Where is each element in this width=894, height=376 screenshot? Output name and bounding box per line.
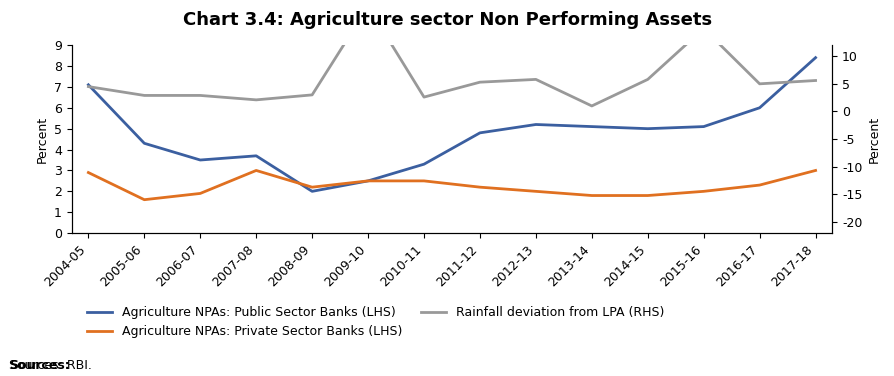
Rainfall deviation from LPA (RHS)	[362, 4, 373, 9]
Rainfall deviation from LPA (RHS)	[139, 93, 149, 98]
Agriculture NPAs: Private Sector Banks (LHS): (5, 2.5): Private Sector Banks (LHS): (5, 2.5)	[362, 179, 373, 183]
Agriculture NPAs: Public Sector Banks (LHS): (12, 6): Public Sector Banks (LHS): (12, 6)	[754, 106, 764, 110]
Agriculture NPAs: Private Sector Banks (LHS): (2, 1.9): Private Sector Banks (LHS): (2, 1.9)	[195, 191, 206, 196]
Y-axis label: Percent: Percent	[35, 115, 48, 163]
Text: Sources:: Sources:	[9, 359, 70, 372]
Rainfall deviation from LPA (RHS)	[754, 82, 764, 86]
Text: Sources: RBI.: Sources: RBI.	[9, 359, 92, 372]
Agriculture NPAs: Private Sector Banks (LHS): (11, 2): Private Sector Banks (LHS): (11, 2)	[697, 189, 708, 194]
Agriculture NPAs: Public Sector Banks (LHS): (5, 2.5): Public Sector Banks (LHS): (5, 2.5)	[362, 179, 373, 183]
Rainfall deviation from LPA (RHS)	[307, 92, 317, 97]
Rainfall deviation from LPA (RHS)	[530, 77, 541, 82]
Y-axis label: Percent: Percent	[867, 115, 880, 163]
Agriculture NPAs: Public Sector Banks (LHS): (2, 3.5): Public Sector Banks (LHS): (2, 3.5)	[195, 158, 206, 162]
Agriculture NPAs: Public Sector Banks (LHS): (4, 2): Public Sector Banks (LHS): (4, 2)	[307, 189, 317, 194]
Rainfall deviation from LPA (RHS)	[83, 84, 94, 89]
Rainfall deviation from LPA (RHS)	[642, 77, 653, 82]
Agriculture NPAs: Private Sector Banks (LHS): (8, 2): Private Sector Banks (LHS): (8, 2)	[530, 189, 541, 194]
Rainfall deviation from LPA (RHS)	[418, 95, 429, 99]
Agriculture NPAs: Private Sector Banks (LHS): (12, 2.3): Private Sector Banks (LHS): (12, 2.3)	[754, 183, 764, 187]
Agriculture NPAs: Public Sector Banks (LHS): (8, 5.2): Public Sector Banks (LHS): (8, 5.2)	[530, 122, 541, 127]
Agriculture NPAs: Private Sector Banks (LHS): (1, 1.6): Private Sector Banks (LHS): (1, 1.6)	[139, 197, 149, 202]
Rainfall deviation from LPA (RHS)	[809, 78, 820, 83]
Agriculture NPAs: Private Sector Banks (LHS): (7, 2.2): Private Sector Banks (LHS): (7, 2.2)	[474, 185, 485, 190]
Agriculture NPAs: Public Sector Banks (LHS): (13, 8.4): Public Sector Banks (LHS): (13, 8.4)	[809, 55, 820, 60]
Legend: Agriculture NPAs: Public Sector Banks (LHS), Agriculture NPAs: Private Sector Ba: Agriculture NPAs: Public Sector Banks (L…	[82, 301, 669, 343]
Agriculture NPAs: Private Sector Banks (LHS): (9, 1.8): Private Sector Banks (LHS): (9, 1.8)	[586, 193, 596, 198]
Agriculture NPAs: Public Sector Banks (LHS): (6, 3.3): Public Sector Banks (LHS): (6, 3.3)	[418, 162, 429, 167]
Line: Agriculture NPAs: Private Sector Banks (LHS): Agriculture NPAs: Private Sector Banks (…	[89, 170, 814, 200]
Agriculture NPAs: Private Sector Banks (LHS): (13, 3): Private Sector Banks (LHS): (13, 3)	[809, 168, 820, 173]
Line: Agriculture NPAs: Public Sector Banks (LHS): Agriculture NPAs: Public Sector Banks (L…	[89, 58, 814, 191]
Agriculture NPAs: Public Sector Banks (LHS): (3, 3.7): Public Sector Banks (LHS): (3, 3.7)	[250, 153, 261, 158]
Agriculture NPAs: Public Sector Banks (LHS): (11, 5.1): Public Sector Banks (LHS): (11, 5.1)	[697, 124, 708, 129]
Agriculture NPAs: Public Sector Banks (LHS): (9, 5.1): Public Sector Banks (LHS): (9, 5.1)	[586, 124, 596, 129]
Rainfall deviation from LPA (RHS)	[474, 80, 485, 85]
Rainfall deviation from LPA (RHS)	[250, 98, 261, 102]
Rainfall deviation from LPA (RHS)	[195, 93, 206, 98]
Agriculture NPAs: Public Sector Banks (LHS): (1, 4.3): Public Sector Banks (LHS): (1, 4.3)	[139, 141, 149, 146]
Agriculture NPAs: Private Sector Banks (LHS): (10, 1.8): Private Sector Banks (LHS): (10, 1.8)	[642, 193, 653, 198]
Agriculture NPAs: Public Sector Banks (LHS): (0, 7.1): Public Sector Banks (LHS): (0, 7.1)	[83, 83, 94, 87]
Text: Chart 3.4: Agriculture sector Non Performing Assets: Chart 3.4: Agriculture sector Non Perfor…	[182, 11, 712, 29]
Agriculture NPAs: Public Sector Banks (LHS): (7, 4.8): Public Sector Banks (LHS): (7, 4.8)	[474, 130, 485, 135]
Agriculture NPAs: Public Sector Banks (LHS): (10, 5): Public Sector Banks (LHS): (10, 5)	[642, 126, 653, 131]
Line: Rainfall deviation from LPA (RHS): Rainfall deviation from LPA (RHS)	[89, 6, 814, 106]
Rainfall deviation from LPA (RHS)	[697, 26, 708, 31]
Rainfall deviation from LPA (RHS)	[586, 104, 596, 108]
Agriculture NPAs: Private Sector Banks (LHS): (6, 2.5): Private Sector Banks (LHS): (6, 2.5)	[418, 179, 429, 183]
Agriculture NPAs: Private Sector Banks (LHS): (4, 2.2): Private Sector Banks (LHS): (4, 2.2)	[307, 185, 317, 190]
Agriculture NPAs: Private Sector Banks (LHS): (0, 2.9): Private Sector Banks (LHS): (0, 2.9)	[83, 170, 94, 175]
Agriculture NPAs: Private Sector Banks (LHS): (3, 3): Private Sector Banks (LHS): (3, 3)	[250, 168, 261, 173]
